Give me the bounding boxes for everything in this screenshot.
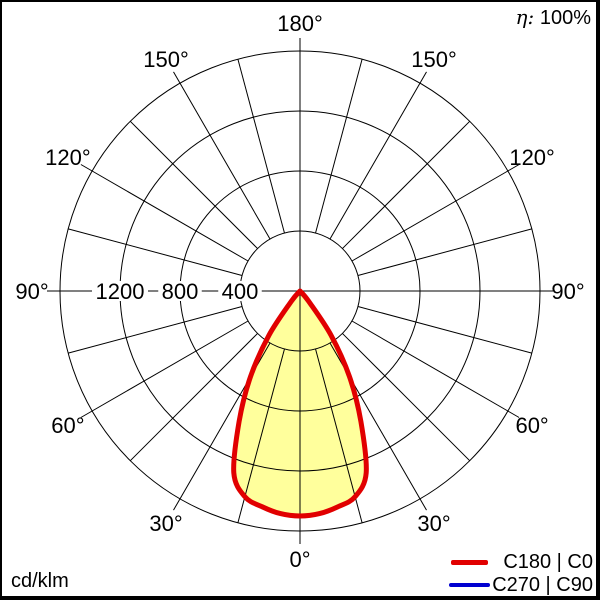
legend-label: C270 | C90 [492, 574, 593, 596]
angle-label-150-right: 150° [411, 47, 457, 72]
angle-label-30-right: 30° [417, 511, 450, 536]
blue-curve-swatch [449, 583, 491, 587]
angle-label-30-left: 30° [149, 511, 182, 536]
angle-label-150-left: 150° [143, 47, 189, 72]
radial-label-400: 400 [222, 279, 259, 304]
angle-label-90-left: 90° [15, 279, 48, 304]
legend-item-c270-c90: C270 | C90 [449, 575, 593, 595]
angle-label-60-left: 60° [51, 413, 84, 438]
angle-label-0: 0° [289, 547, 310, 572]
angle-label-120-left: 120° [45, 145, 91, 170]
radial-label-1200: 1200 [96, 279, 145, 304]
red-curve-swatch [451, 559, 489, 565]
legend-item-c180-c0: C180 | C0 [451, 552, 593, 572]
radial-labels: 400 800 1200 [92, 279, 262, 304]
angle-label-60-right: 60° [515, 413, 548, 438]
angle-label-120-right: 120° [509, 145, 555, 170]
angle-label-90-right: 90° [551, 279, 584, 304]
polar-grid [47, 38, 553, 544]
angle-labels: 0° 30° 30° 60° 60° 90° 90° 120° 120° 150° 150° 180° [15, 11, 584, 572]
light-output-ratio: η: 100% [516, 5, 591, 30]
units-label: cd/klm [11, 570, 69, 592]
eta-symbol: η: [515, 5, 535, 29]
angle-label-180: 180° [277, 11, 323, 36]
radial-label-800: 800 [162, 279, 199, 304]
legend: C180 | C0 C270 | C90 [449, 552, 593, 595]
legend-label: C180 | C0 [503, 551, 593, 573]
curve-c180-c0 [231, 288, 369, 519]
eta-value: 100% [539, 7, 591, 29]
